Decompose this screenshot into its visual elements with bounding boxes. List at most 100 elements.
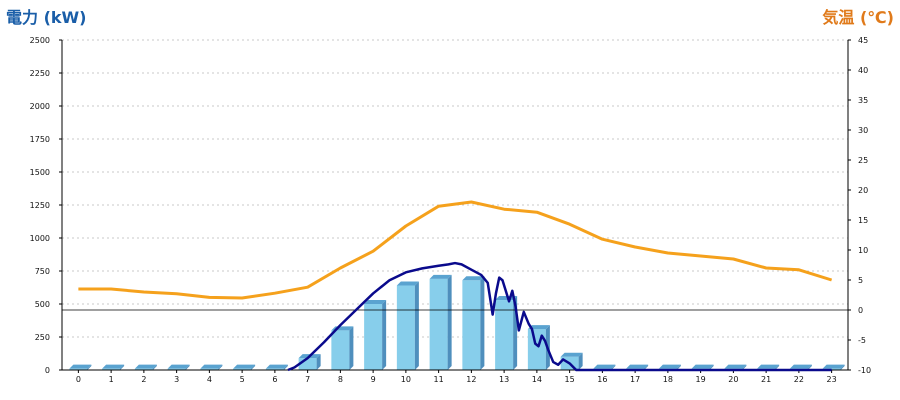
x-tick-label: 13 bbox=[499, 375, 509, 384]
left-tick-label: 0 bbox=[45, 366, 50, 375]
power-bar bbox=[102, 364, 125, 370]
left-tick-label: 1250 bbox=[30, 201, 50, 210]
right-axis-title: 気温 (℃) bbox=[822, 8, 894, 27]
bar-side bbox=[251, 364, 256, 370]
bar-side bbox=[742, 364, 747, 370]
right-tick-label: -10 bbox=[858, 366, 871, 375]
bar-top bbox=[560, 352, 583, 357]
power-bar bbox=[364, 300, 387, 370]
x-tick-label: 17 bbox=[630, 375, 640, 384]
x-tick-label: 20 bbox=[728, 375, 738, 384]
x-tick-label: 9 bbox=[371, 375, 376, 384]
right-tick-label: 45 bbox=[858, 36, 868, 45]
bar-side bbox=[382, 300, 387, 370]
x-tick-label: 12 bbox=[466, 375, 476, 384]
bar-front bbox=[364, 304, 383, 370]
bar-top bbox=[691, 364, 714, 369]
x-tick-label: 8 bbox=[338, 375, 343, 384]
x-tick-label: 1 bbox=[109, 375, 114, 384]
x-tick-label: 10 bbox=[401, 375, 411, 384]
bar-front bbox=[134, 368, 153, 370]
x-tick-label: 23 bbox=[827, 375, 837, 384]
bar-front bbox=[527, 329, 546, 370]
bar-side bbox=[807, 364, 812, 370]
bar-side bbox=[578, 352, 583, 370]
bar-top bbox=[462, 276, 485, 281]
bar-side bbox=[480, 276, 485, 370]
bar-side bbox=[87, 364, 92, 370]
bar-top bbox=[593, 364, 616, 369]
bar-front bbox=[495, 300, 514, 370]
x-tick-label: 2 bbox=[141, 375, 146, 384]
right-tick-label: -5 bbox=[858, 336, 866, 345]
power-bar bbox=[331, 326, 354, 370]
bar-side bbox=[185, 364, 190, 370]
bar-top bbox=[167, 364, 190, 369]
left-tick-label: 2500 bbox=[30, 36, 50, 45]
x-tick-label: 4 bbox=[207, 375, 212, 384]
x-tick-label: 6 bbox=[272, 375, 277, 384]
bar-side bbox=[316, 354, 321, 370]
right-tick-label: 30 bbox=[858, 126, 868, 135]
left-tick-label: 1000 bbox=[30, 234, 50, 243]
bar-side bbox=[152, 364, 157, 370]
right-tick-label: 25 bbox=[858, 156, 868, 165]
right-tick-label: 5 bbox=[858, 276, 863, 285]
right-tick-label: 10 bbox=[858, 246, 868, 255]
right-tick-label: 20 bbox=[858, 186, 868, 195]
left-tick-label: 2250 bbox=[30, 69, 50, 78]
bar-side bbox=[414, 281, 419, 370]
bar-side bbox=[283, 364, 288, 370]
bar-front bbox=[331, 330, 350, 370]
power-bar bbox=[429, 274, 452, 370]
bar-side bbox=[775, 364, 780, 370]
gridlines bbox=[62, 39, 848, 338]
power-bar bbox=[396, 281, 419, 370]
bar-front bbox=[298, 358, 317, 370]
axes bbox=[59, 39, 851, 373]
x-tick-label: 18 bbox=[663, 375, 673, 384]
bar-top bbox=[527, 325, 550, 330]
bar-front bbox=[102, 368, 121, 370]
x-tick-label: 22 bbox=[794, 375, 804, 384]
bar-top bbox=[626, 364, 649, 369]
x-tick-label: 5 bbox=[240, 375, 245, 384]
bar-top bbox=[200, 364, 223, 369]
left-tick-label: 750 bbox=[35, 267, 50, 276]
bar-front bbox=[265, 368, 284, 370]
x-tick-label: 21 bbox=[761, 375, 771, 384]
left-tick-label: 250 bbox=[35, 333, 50, 342]
series-lines bbox=[78, 200, 833, 372]
temperature-line bbox=[78, 200, 833, 300]
bar-top bbox=[658, 364, 681, 369]
x-tick-label: 19 bbox=[696, 375, 706, 384]
power-bars bbox=[69, 274, 845, 370]
x-tick-label: 16 bbox=[597, 375, 607, 384]
bar-top bbox=[233, 364, 256, 369]
x-tick-label: 0 bbox=[76, 375, 81, 384]
bar-top bbox=[429, 274, 452, 279]
x-tick-label: 3 bbox=[174, 375, 179, 384]
bar-side bbox=[120, 364, 125, 370]
bar-top bbox=[822, 364, 845, 369]
power-line bbox=[287, 261, 832, 372]
x-tick-label: 14 bbox=[532, 375, 542, 384]
left-axis-title: 電力 (kW) bbox=[6, 8, 87, 27]
power-bar bbox=[495, 296, 518, 370]
bar-side bbox=[644, 364, 649, 370]
bar-top bbox=[265, 364, 288, 369]
power-bar bbox=[134, 364, 157, 370]
left-tick-label: 2000 bbox=[30, 102, 50, 111]
bar-side bbox=[349, 326, 354, 370]
bar-front bbox=[200, 368, 219, 370]
bar-top bbox=[757, 364, 780, 369]
bar-top bbox=[364, 300, 387, 304]
bar-side bbox=[840, 364, 845, 370]
bar-front bbox=[462, 280, 481, 370]
bar-top bbox=[102, 364, 125, 369]
bar-front bbox=[396, 285, 415, 370]
bar-side bbox=[676, 364, 681, 370]
left-tick-label: 1500 bbox=[30, 168, 50, 177]
x-tick-label: 15 bbox=[565, 375, 575, 384]
